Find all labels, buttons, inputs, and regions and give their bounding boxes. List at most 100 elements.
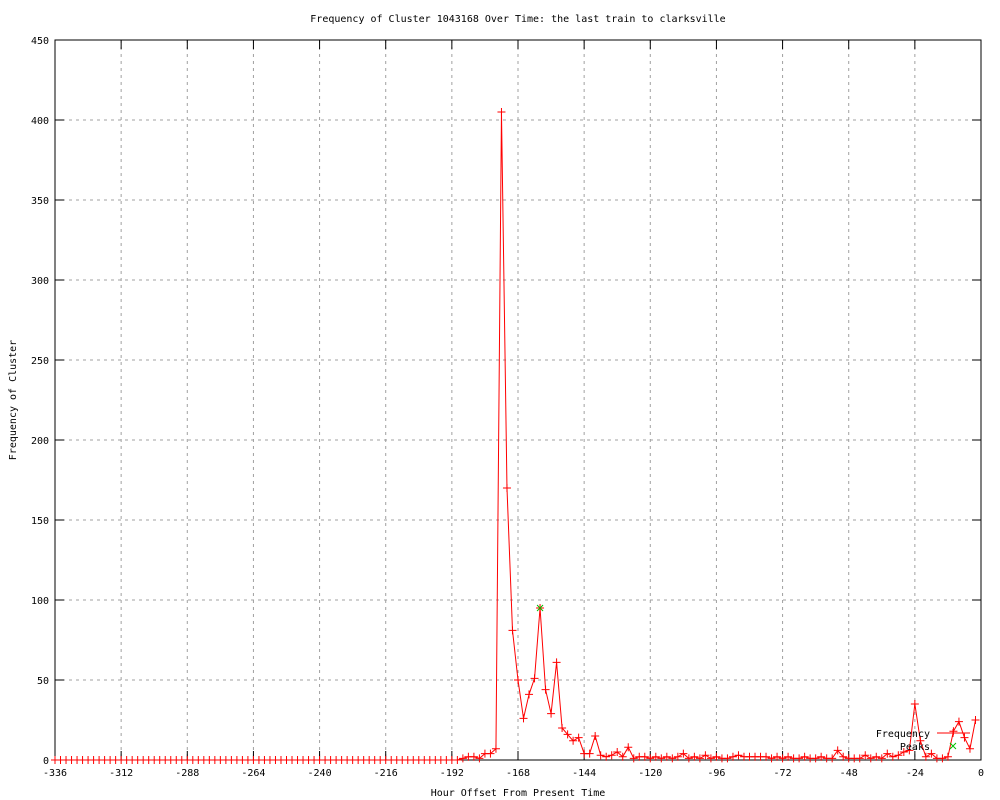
y-tick-label: 200	[31, 436, 49, 447]
frequency-point	[795, 754, 804, 763]
frequency-point	[800, 752, 809, 761]
y-tick-label: 50	[37, 676, 49, 687]
frequency-point	[916, 736, 925, 745]
frequency-point	[905, 746, 914, 755]
x-tick-label: -288	[175, 768, 199, 779]
frequency-point	[458, 754, 467, 763]
x-tick-label: -216	[374, 768, 398, 779]
frequency-point	[833, 746, 842, 755]
frequency-point	[888, 752, 897, 761]
frequency-point	[453, 756, 462, 764]
legend-marker-frequency	[949, 729, 957, 737]
frequency-point	[971, 716, 980, 724]
frequency-point	[525, 690, 534, 699]
frequency-point	[690, 752, 699, 761]
x-tick-label: -264	[241, 768, 265, 779]
frequency-point	[530, 674, 539, 683]
frequency-point	[784, 752, 793, 761]
frequency-point	[651, 752, 660, 761]
frequency-point	[596, 751, 605, 760]
x-tick-label: -336	[43, 768, 67, 779]
chart-title: Frequency of Cluster 1043168 Over Time: …	[310, 14, 725, 25]
axis-ticks: 0 50 100 150 200 250 300 350 400 450 -336 -312 -288 -…	[31, 36, 984, 779]
frequency-point	[883, 749, 892, 758]
frequency-point	[734, 751, 743, 760]
frequency-point	[811, 754, 820, 763]
frequency-point	[491, 744, 500, 753]
grid	[55, 40, 981, 760]
frequency-point	[646, 754, 655, 763]
frequency-point	[552, 658, 561, 667]
frequency-point	[954, 717, 963, 726]
frequency-point	[943, 752, 952, 761]
x-tick-label: 0	[978, 768, 984, 779]
y-tick-label: 150	[31, 516, 49, 527]
frequency-point	[877, 754, 886, 763]
frequency-point	[541, 685, 550, 694]
frequency-point	[767, 754, 776, 763]
y-axis-label: Frequency of Cluster	[8, 340, 19, 460]
y-tick-label: 400	[31, 116, 49, 127]
x-tick-label: -96	[707, 768, 725, 779]
frequency-point	[475, 754, 484, 763]
frequency-point	[817, 752, 826, 761]
frequency-point	[679, 749, 688, 758]
frequency-point	[839, 752, 848, 761]
frequency-point	[778, 754, 787, 763]
frequency-point	[872, 752, 881, 761]
frequency-point	[866, 754, 875, 763]
y-tick-label: 450	[31, 36, 49, 47]
frequency-point	[508, 626, 517, 635]
x-axis-label: Hour Offset From Present Time	[431, 788, 606, 799]
y-tick-label: 250	[31, 356, 49, 367]
series-layer	[51, 108, 980, 764]
x-tick-label: -312	[109, 768, 133, 779]
frequency-point	[585, 749, 594, 758]
x-tick-label: -168	[506, 768, 530, 779]
frequency-point	[618, 752, 627, 761]
frequency-point	[662, 752, 671, 761]
frequency-point	[624, 743, 633, 752]
legend-label-frequency: Frequency	[876, 729, 930, 740]
frequency-point	[706, 754, 715, 763]
frequency-point	[519, 714, 528, 723]
frequency-point	[469, 752, 478, 761]
frequency-point	[502, 484, 511, 492]
frequency-point	[613, 748, 622, 756]
frequency-point	[855, 754, 864, 763]
y-tick-label: 300	[31, 276, 49, 287]
frequency-point	[695, 754, 704, 763]
frequency-point	[728, 752, 737, 761]
y-tick-label: 0	[43, 756, 49, 767]
x-tick-label: -192	[440, 768, 464, 779]
frequency-point	[558, 724, 567, 732]
frequency-point	[563, 730, 572, 739]
x-tick-label: -48	[840, 768, 858, 779]
frequency-point	[569, 736, 578, 745]
frequency-point	[486, 749, 495, 758]
x-tick-label: -120	[638, 768, 662, 779]
frequency-point	[762, 752, 771, 761]
x-tick-label: -24	[906, 768, 924, 779]
frequency-point	[657, 754, 666, 763]
frequency-point	[607, 751, 616, 760]
frequency-line	[55, 111, 976, 761]
frequency-point	[640, 752, 649, 761]
frequency-point	[723, 754, 732, 763]
frequency-point	[899, 748, 908, 756]
frequency-point	[514, 676, 522, 684]
frequency-point	[629, 754, 638, 763]
legend: Frequency Peaks	[876, 729, 970, 753]
y-tick-label: 350	[31, 196, 49, 207]
frequency-point	[773, 752, 782, 761]
x-tick-label: -144	[572, 768, 596, 779]
plot-frame	[54, 39, 982, 761]
frequency-point	[684, 754, 693, 763]
peak-point	[536, 604, 544, 612]
y-tick-label: 100	[31, 596, 49, 607]
frequency-point	[574, 733, 583, 742]
frequency-point	[965, 744, 974, 753]
frequency-point	[547, 709, 556, 718]
frequency-point	[591, 732, 600, 740]
